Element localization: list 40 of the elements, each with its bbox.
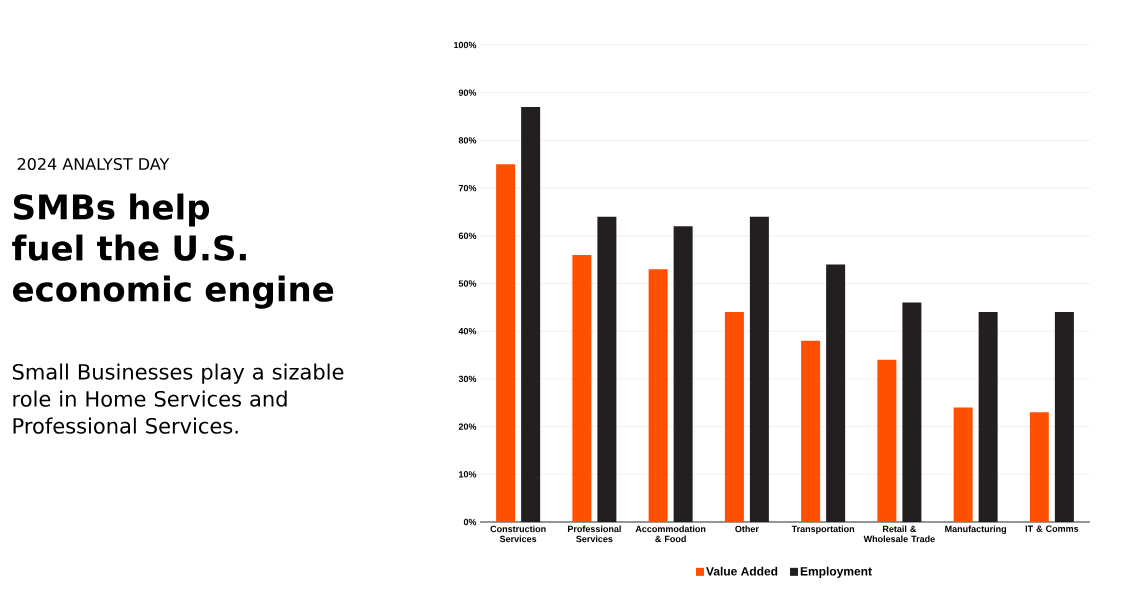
x-tick-label: Other (735, 525, 759, 533)
bar (572, 254, 592, 522)
x-tick-label: IT & Comms (1025, 525, 1079, 532)
text: SMBs help fuel the U.S. economic engine (12, 193, 334, 309)
text: Small Businesses play a sizable role in Home Services and Professional Services. (12, 363, 344, 434)
bar (648, 269, 668, 522)
y-tick-label: 90% (458, 89, 477, 96)
bar (724, 312, 744, 522)
bar (826, 264, 846, 522)
bar (496, 164, 516, 522)
y-tick-label: 10% (459, 471, 477, 478)
y-tick-label: 0% (463, 518, 477, 526)
text: 2024 ANALYST DAY (17, 157, 170, 171)
y-tick-label: 20% (458, 423, 477, 430)
bar (877, 359, 897, 522)
bar (673, 226, 693, 522)
y-tick-label: 40% (458, 328, 477, 335)
y-tick-label: 70% (458, 184, 477, 192)
y-tick-label: 30% (458, 375, 477, 383)
bar (953, 407, 973, 522)
y-tick-label: 100% (454, 41, 477, 49)
x-tick-label: Construction Services (490, 525, 546, 543)
y-tick-label: 80% (458, 137, 477, 144)
x-tick-label: Retail & Wholesale Trade (863, 525, 935, 543)
bar (521, 107, 541, 522)
bar (978, 312, 998, 522)
y-tick-label: 50% (458, 280, 477, 287)
x-tick-label: Transportation (791, 525, 855, 534)
y-tick-label: 60% (458, 232, 477, 239)
bar (1029, 412, 1049, 522)
bar (597, 216, 617, 522)
x-tick-label: Accommodation & Food (635, 525, 706, 543)
x-tick-label: Manufacturing (945, 525, 1007, 534)
bar (749, 216, 769, 522)
x-tick-label: Professional Services (567, 525, 621, 543)
bar (902, 302, 922, 522)
legend-label: Value Added (706, 566, 778, 576)
bar (1054, 312, 1074, 522)
legend-label: Employment (800, 566, 872, 578)
bar (801, 340, 821, 522)
